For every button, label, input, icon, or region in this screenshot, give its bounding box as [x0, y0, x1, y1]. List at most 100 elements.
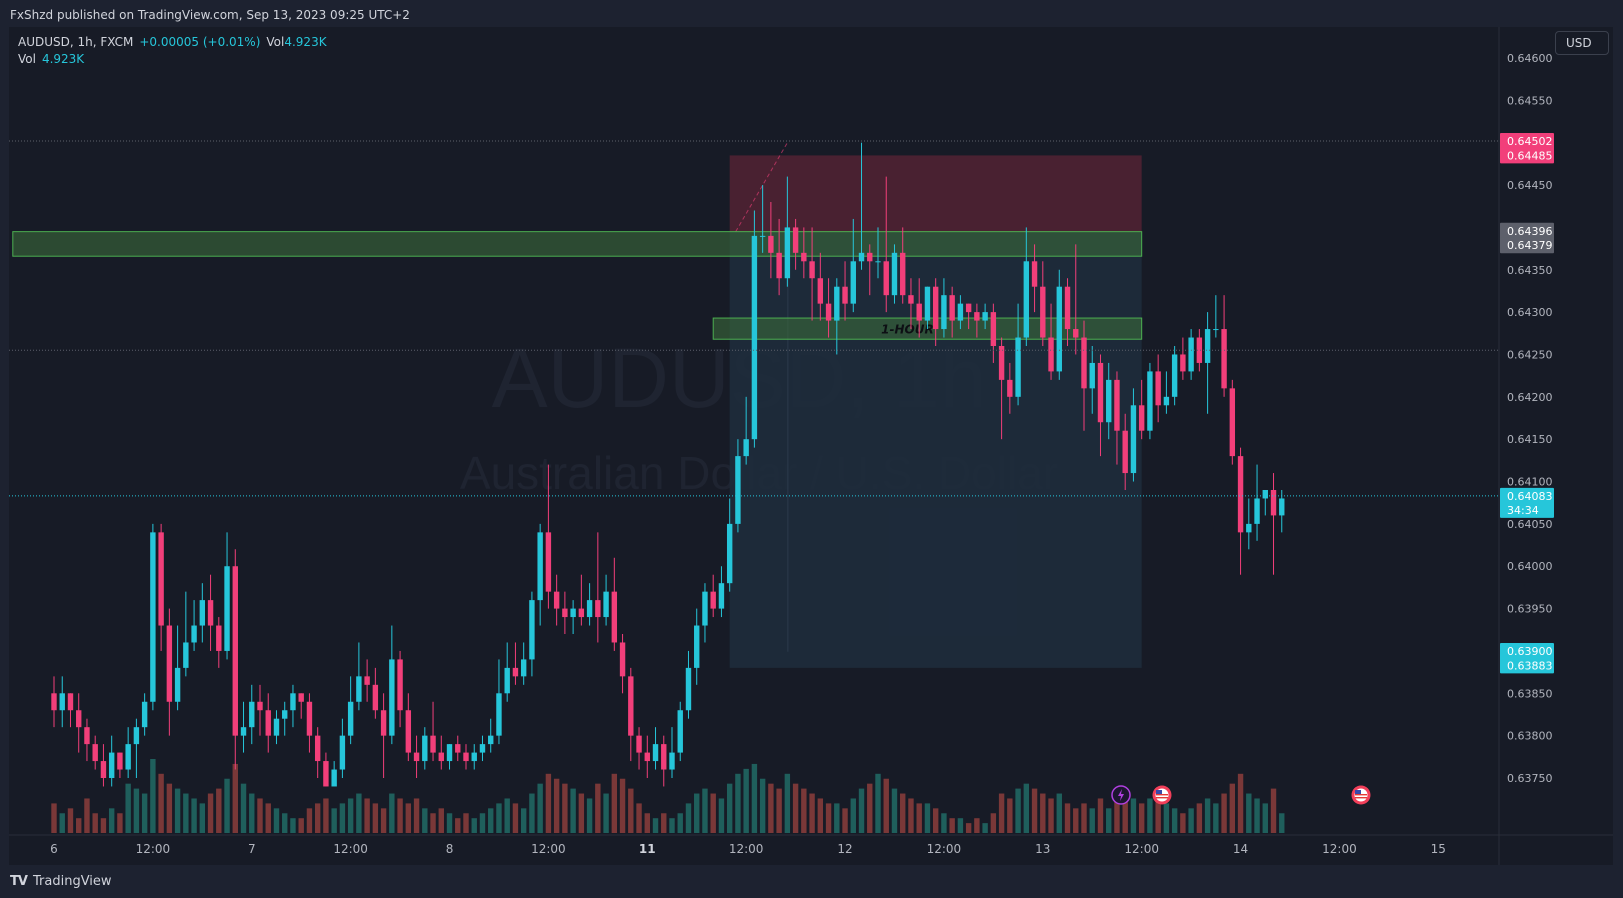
- candle-body: [339, 735, 346, 770]
- price-tick-label: 0.64000: [1507, 560, 1553, 573]
- volume-bar: [1180, 813, 1186, 833]
- candle-body: [1270, 490, 1277, 516]
- candle-body: [751, 235, 758, 440]
- candle-body: [191, 625, 197, 643]
- candle-body: [479, 744, 486, 753]
- candle-body: [405, 710, 412, 753]
- volume-bar: [191, 798, 197, 833]
- candle-body: [710, 591, 716, 609]
- volume-bar: [875, 773, 881, 833]
- volume-bar: [339, 803, 346, 833]
- candle-body: [512, 667, 519, 677]
- lightning-icon[interactable]: [1111, 785, 1131, 805]
- candle-body: [174, 667, 181, 702]
- candle-body: [1237, 456, 1244, 533]
- volume-bar: [1254, 798, 1260, 833]
- us-flag-icon[interactable]: [1152, 785, 1172, 805]
- volume-bar: [183, 793, 189, 833]
- candle-body: [125, 744, 131, 770]
- volume-bar: [1040, 793, 1046, 833]
- volume-indicator-value: 4.923K: [41, 52, 85, 66]
- candle-body: [702, 591, 708, 626]
- candle-body: [1023, 261, 1030, 338]
- volume-bar: [446, 813, 453, 833]
- candle-body: [553, 591, 560, 609]
- volume-bar: [463, 813, 469, 833]
- price-tick-label: 0.63800: [1507, 730, 1553, 743]
- tradingview-logo-icon[interactable]: TV: [10, 874, 28, 889]
- volume-bar: [282, 813, 288, 833]
- volume-bar: [619, 778, 626, 833]
- volume-bar: [232, 763, 238, 833]
- volume-bar: [1262, 803, 1268, 833]
- price-tick-label: 0.64550: [1507, 94, 1553, 107]
- candle-body: [867, 252, 873, 262]
- candle-body: [1106, 379, 1112, 423]
- price-chart[interactable]: AUDUSD, 1h Australian Dollar / U.S. Doll…: [9, 27, 1613, 865]
- volume-bar: [1196, 803, 1203, 833]
- volume-bar: [455, 818, 461, 833]
- volume-bar: [249, 793, 255, 833]
- candle-body: [257, 701, 263, 711]
- candle-body: [1073, 329, 1079, 338]
- volume-bar: [957, 818, 964, 833]
- volume-bar: [611, 773, 618, 833]
- volume-bar: [314, 803, 321, 833]
- candle-body: [801, 252, 807, 262]
- candle-body: [1163, 396, 1170, 406]
- volume-bar: [677, 813, 683, 833]
- volume-bar: [661, 813, 667, 833]
- price-tick-label: 0.63750: [1507, 772, 1553, 785]
- volume-bar: [158, 773, 164, 833]
- chart-panel[interactable]: AUDUSD, 1h Australian Dollar / U.S. Doll…: [9, 27, 1613, 865]
- footer-brand[interactable]: TradingView: [33, 874, 112, 889]
- us-flag-icon[interactable]: [1351, 785, 1371, 805]
- candle-body: [743, 439, 749, 457]
- candle-body: [784, 227, 791, 279]
- volume-bar: [224, 778, 230, 833]
- volume-bar: [125, 783, 131, 833]
- volume-bar: [1171, 808, 1178, 833]
- volume-indicator-label[interactable]: Vol: [18, 52, 36, 66]
- volume-bar: [1147, 798, 1153, 833]
- volume-bar: [1213, 803, 1219, 833]
- volume-bar: [825, 803, 832, 833]
- volume-bar: [982, 823, 988, 833]
- candle-body: [141, 701, 148, 728]
- candle-body: [1122, 430, 1128, 474]
- volume-bar: [685, 803, 692, 833]
- price-tick-label: 0.63950: [1507, 603, 1553, 616]
- candle-body: [397, 659, 403, 711]
- volume-bar: [216, 788, 222, 833]
- price-label-box: [1500, 222, 1554, 239]
- time-tick-label: 12:00: [136, 842, 171, 856]
- legend-symbol[interactable]: AUDUSD, 1h, FXCM: [18, 35, 134, 49]
- candle-body: [166, 625, 173, 702]
- volume-bar: [1163, 803, 1170, 833]
- volume-bar: [1204, 798, 1211, 833]
- publisher-line: FxShzd published on TradingView.com, Sep…: [10, 8, 410, 22]
- volume-bar: [891, 788, 898, 833]
- price-label-box: [1500, 642, 1554, 659]
- price-tick-label: 0.64250: [1507, 348, 1553, 361]
- volume-bar: [628, 788, 634, 833]
- candle-body: [578, 608, 585, 618]
- volume-bar: [941, 813, 947, 833]
- candle-body: [908, 295, 914, 304]
- currency-button[interactable]: USD: [1555, 31, 1609, 55]
- candle-body: [776, 252, 782, 279]
- candle-body: [932, 286, 939, 330]
- zone-label: 1-HOUR: [881, 323, 934, 337]
- candle-body: [298, 693, 304, 702]
- candle-body: [1262, 490, 1268, 499]
- volume-bar: [1073, 808, 1079, 833]
- volume-bar: [883, 778, 889, 833]
- volume-bar: [702, 788, 708, 833]
- candle-body: [1221, 329, 1227, 389]
- candle-body: [413, 752, 420, 762]
- volume-bar: [59, 813, 65, 833]
- price-label: 0.64379: [1507, 239, 1553, 252]
- candle-body: [586, 600, 593, 618]
- time-tick-label: 12:00: [333, 842, 368, 856]
- candle-body: [1171, 354, 1178, 397]
